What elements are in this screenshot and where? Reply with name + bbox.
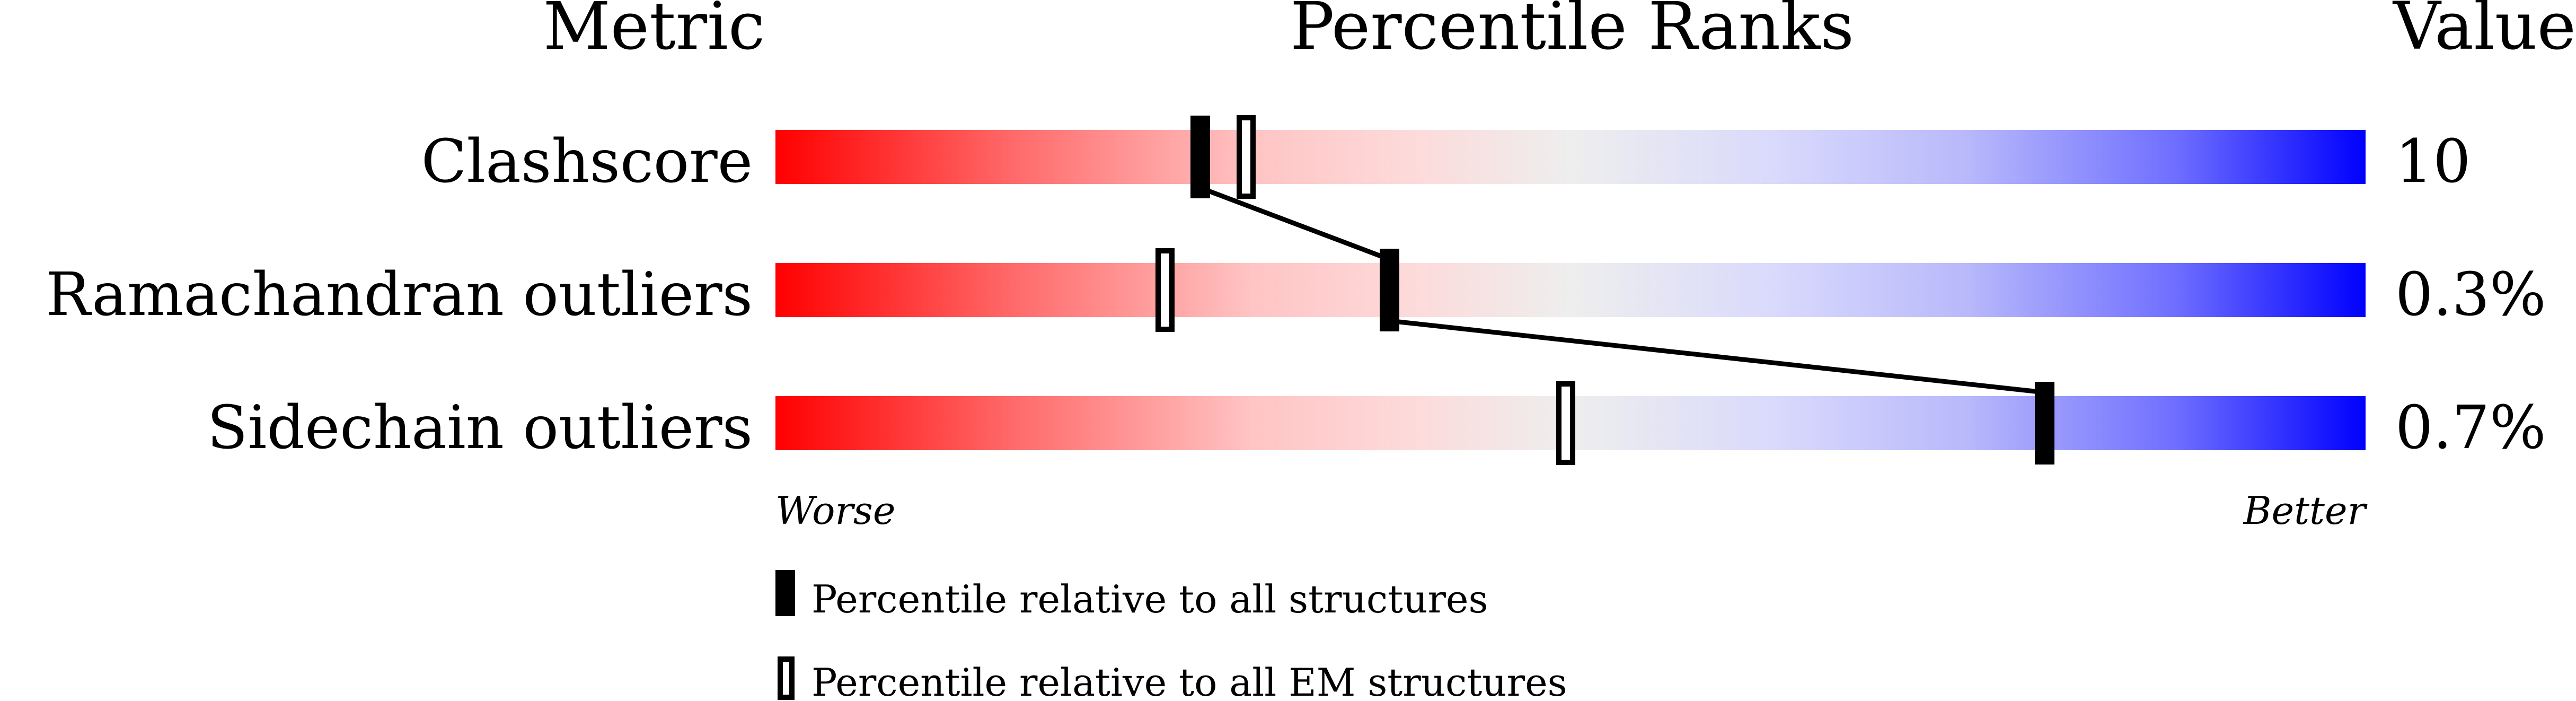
all-percentile-marker [1380,249,1399,331]
connector-line [1389,318,2045,395]
all-percentile-marker [2035,382,2054,465]
all-percentile-marker [1190,116,1210,198]
metric-label: Sidechain outliers [207,393,753,462]
legend-all-label: Percentile relative to all structures [811,577,1488,621]
percentile-bar [775,130,2366,184]
metric-label: Ramachandran outliers [46,260,753,329]
legend-em-label: Percentile relative to all EM structures [811,660,1567,701]
em-percentile-marker [1556,381,1575,465]
em-percentile-marker [1155,248,1175,332]
metric-value: 0.3% [2395,260,2546,329]
header-metric: Metric [543,0,765,65]
connector-line [1199,185,1390,262]
header-percentile-ranks: Percentile Ranks [1290,0,1854,65]
metric-label: Clashscore [421,127,753,196]
percentile-bar [775,263,2366,317]
metric-value: 0.7% [2395,393,2546,462]
em-percentile-marker [1237,115,1256,199]
legend-em-marker [778,656,795,700]
metric-value: 10 [2395,127,2471,196]
legend-all-marker [775,570,795,616]
worse-label: Worse [775,488,895,533]
header-value: Value [2392,0,2576,65]
better-label: Better [2243,488,2368,533]
